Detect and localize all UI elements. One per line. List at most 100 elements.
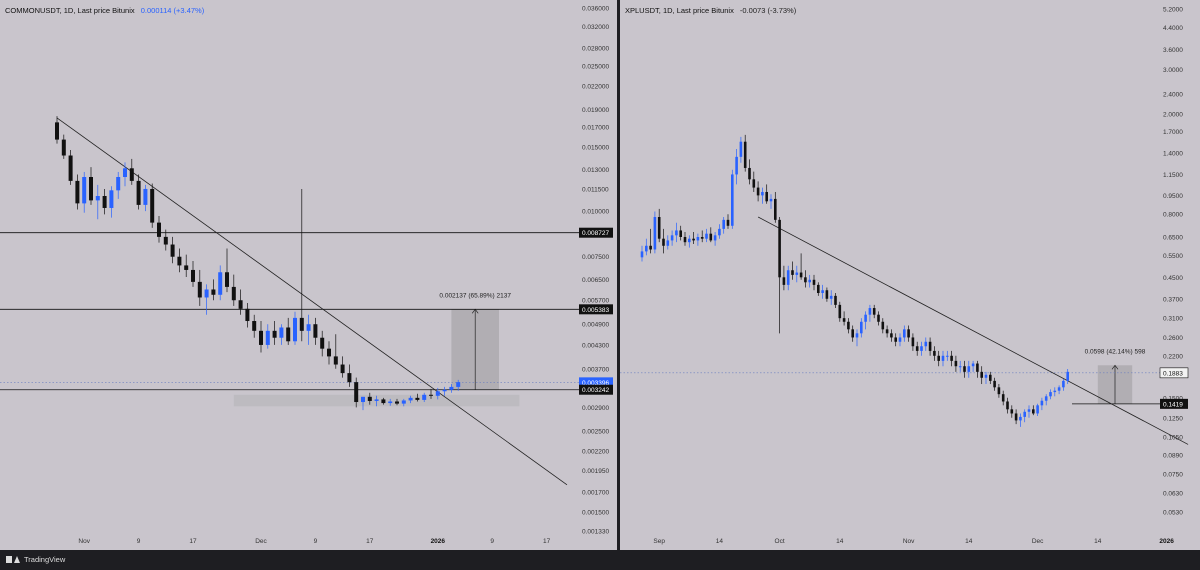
x-tick-label: 17	[543, 538, 551, 545]
candle-body	[143, 188, 148, 205]
price-label: 0.003396	[582, 380, 609, 387]
candle-body	[116, 177, 121, 191]
candle-body	[429, 394, 433, 396]
y-tick-label: 0.036000	[582, 6, 609, 13]
chart-pane-commonusdt[interactable]: 0.036000 0.032000 0.028000 0.025000 0.022000…	[0, 0, 617, 550]
candle-body	[842, 318, 846, 322]
candle-body	[662, 238, 665, 246]
candle-body	[993, 380, 996, 388]
trendline	[757, 216, 1189, 445]
candle-body	[971, 363, 975, 367]
candle-body	[442, 389, 447, 392]
candle-body	[967, 366, 971, 372]
y-tick-label: 0.4500	[1163, 275, 1183, 282]
chart-commonusdt[interactable]: 0.036000 0.032000 0.028000 0.025000 0.022000…	[0, 0, 617, 550]
price-label: 0.003242	[582, 387, 609, 394]
candle-body	[640, 251, 644, 258]
candle-body	[782, 277, 786, 285]
x-tick-label: Dec	[1032, 538, 1044, 545]
candle-body	[722, 219, 725, 229]
chart-pane-xplusdt[interactable]: 5.2000 4.4000 3.6000 3.0000 2.4000 2.0000 1.70…	[620, 0, 1200, 550]
candle-body	[279, 327, 284, 338]
candle-body	[997, 387, 1001, 395]
y-tick-label: 0.0750	[1163, 471, 1183, 478]
symbol: XPLUSDT	[625, 6, 659, 15]
price-label-box	[1160, 398, 1188, 409]
y-tick-label: 0.0530	[1163, 509, 1183, 516]
candle-body	[177, 256, 182, 266]
candle-body	[68, 155, 73, 181]
candle-body	[136, 180, 141, 205]
candle-body	[821, 290, 824, 294]
trendline	[56, 117, 568, 486]
price-label: 0.005383	[582, 307, 609, 314]
candle-body	[937, 355, 940, 361]
candle-body	[245, 308, 250, 322]
y-tick-label: 3.6000	[1163, 47, 1183, 54]
chart-xplusdt[interactable]: 5.2000 4.4000 3.6000 3.0000 2.4000 2.0000 1.70…	[620, 0, 1200, 550]
candle-body	[1049, 392, 1052, 397]
candle-body	[774, 198, 777, 220]
candle-body	[259, 330, 263, 345]
candle-body	[958, 366, 962, 368]
price-label: 0.008727	[582, 230, 609, 237]
candle-body	[898, 337, 902, 342]
candle-body	[950, 355, 953, 361]
y-tick-label: 0.3700	[1163, 296, 1183, 303]
candle-body	[808, 279, 811, 283]
y-tick-label: 0.1050	[1163, 434, 1183, 441]
y-tick-label: 0.1500	[1163, 395, 1183, 402]
candle-body	[894, 337, 897, 342]
candle-body	[401, 400, 406, 404]
candle-body	[688, 238, 691, 243]
candle-body	[381, 399, 386, 404]
candle-body	[649, 245, 652, 250]
price-source: Last price Bitunix	[676, 6, 734, 15]
candle-body	[756, 187, 760, 196]
y-tick-label: 0.5500	[1163, 253, 1183, 260]
y-tick-label: 0.002900	[582, 405, 609, 412]
candle-body	[272, 330, 277, 338]
candle-body	[109, 190, 114, 208]
x-tick-label: 17	[189, 538, 197, 545]
y-tick-label: 0.8000	[1163, 212, 1183, 219]
candle-body	[449, 386, 454, 390]
measure-arrowhead	[1111, 364, 1119, 370]
candle-body	[95, 195, 100, 201]
y-tick-label: 0.6500	[1163, 234, 1183, 241]
candle-body	[868, 308, 872, 315]
candle-body	[786, 270, 790, 285]
price-label-box	[579, 227, 613, 238]
candle-body	[184, 265, 189, 270]
y-tick-label: 0.001500	[582, 509, 609, 516]
y-tick-label: 0.032000	[582, 24, 609, 31]
y-tick-label: 0.004900	[582, 322, 609, 329]
candle-body	[1036, 405, 1039, 414]
y-tick-label: 0.004300	[582, 342, 609, 349]
tradingview-logo[interactable]: TradingView	[6, 555, 65, 564]
candle-body	[197, 281, 202, 298]
pane-divider[interactable]	[617, 0, 620, 550]
candle-body	[924, 341, 928, 347]
candle-body	[933, 350, 936, 356]
candle-body	[817, 284, 820, 294]
candle-body	[225, 272, 229, 287]
candle-body	[700, 236, 704, 239]
candle-body	[834, 295, 837, 305]
candle-body	[320, 337, 325, 349]
candle-body	[293, 317, 297, 342]
candle-body	[881, 321, 885, 330]
candle-body	[367, 396, 372, 401]
candle-body	[286, 327, 291, 342]
x-tick-label: 14	[836, 538, 844, 545]
y-tick-label: 0.001950	[582, 468, 609, 475]
candle-body	[1001, 394, 1005, 402]
brand-name: TradingView	[24, 555, 66, 564]
timeframe: 1D	[63, 6, 74, 15]
candle-body	[761, 191, 764, 196]
candle-body	[980, 371, 983, 378]
candle-body	[1023, 411, 1026, 417]
candle-body	[735, 156, 738, 175]
candle-body	[163, 236, 168, 245]
candle-body	[743, 141, 747, 168]
